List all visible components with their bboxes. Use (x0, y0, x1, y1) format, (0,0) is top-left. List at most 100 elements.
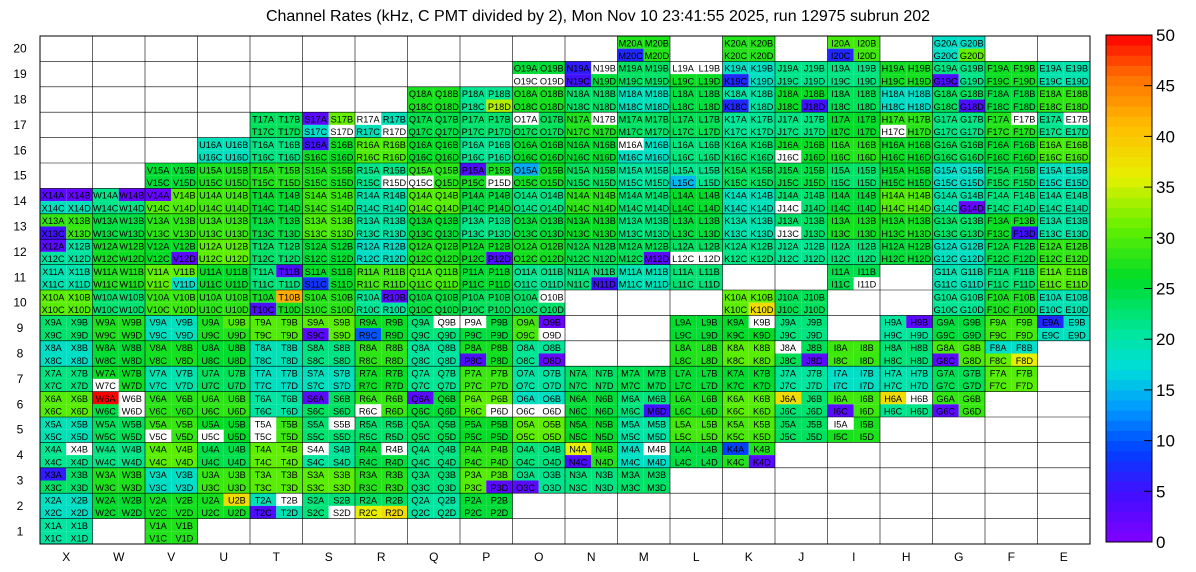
cell-label-N4B: N4B (595, 445, 613, 455)
cell-label-R15C: R15C (356, 178, 380, 188)
cell-X12D (66, 251, 93, 265)
cell-S3D (328, 480, 355, 494)
cell-T15C (250, 175, 277, 189)
cell-label-X7B: X7B (71, 369, 88, 379)
cell-U3D (223, 480, 250, 494)
cell-label-W14C: W14C (93, 203, 119, 213)
cell-W3A (92, 467, 119, 481)
cell-label-U10A: U10A (199, 292, 223, 302)
cell-label-R11C: R11C (357, 280, 380, 290)
cell-label-M13C: M13C (618, 229, 643, 239)
cell-W2A (92, 493, 119, 506)
cell-label-J13A: J13A (778, 216, 800, 226)
cell-label-V7C: V7C (149, 381, 167, 391)
color-scale-step (1106, 329, 1152, 340)
cell-label-V14A: V14A (147, 191, 170, 201)
cell-P4B (486, 442, 513, 456)
cell-label-G20B: G20B (960, 38, 984, 48)
cell-P4A (460, 442, 487, 456)
cell-Q2B (433, 493, 460, 506)
color-scale-tick-5: 5 (1156, 482, 1165, 501)
cell-label-K12D: K12D (750, 254, 773, 264)
cell-label-P15B: P15B (488, 165, 510, 175)
cell-label-L12C: L12C (672, 254, 694, 264)
x-tick-X: X (62, 550, 70, 564)
cell-label-R7A: R7A (359, 369, 378, 379)
cell-label-K18B: K18B (751, 89, 773, 99)
x-tick-H: H (902, 550, 911, 564)
cell-label-R11A: R11A (357, 267, 380, 277)
cell-label-V10A: V10A (147, 292, 170, 302)
cell-label-W10A: W10A (93, 292, 119, 302)
cell-label-R12C: R12C (356, 254, 380, 264)
cell-label-S2A: S2A (307, 496, 325, 506)
cell-label-P11A: P11A (462, 267, 485, 277)
cell-R6C (355, 404, 382, 417)
cell-X2C (40, 505, 67, 519)
cell-label-J18A: J18A (778, 89, 800, 99)
cell-W11C (92, 277, 119, 290)
cell-R14D (381, 201, 408, 214)
cell-label-T12A: T12A (252, 242, 275, 252)
cell-label-W4A: W4A (96, 445, 117, 455)
cell-T11D (276, 277, 303, 290)
color-scale-step (1106, 460, 1152, 472)
cell-label-T10D: T10D (278, 305, 301, 315)
cell-label-K10A: K10A (724, 292, 747, 302)
cell-label-T7A: T7A (255, 369, 273, 379)
cell-label-K18C: K18C (724, 102, 747, 112)
y-tick-1: 1 (17, 524, 24, 538)
cell-label-Q17A: Q17A (409, 115, 433, 125)
cell-T14C (250, 201, 277, 214)
cell-label-T9D: T9D (281, 330, 299, 340)
cell-label-H16D: H16D (908, 153, 932, 163)
cell-V3B (171, 467, 198, 481)
cell-label-W11D: W11D (119, 280, 144, 290)
cell-label-M17D: M17D (645, 127, 670, 137)
cell-R11C (355, 277, 382, 290)
cell-T9A (250, 315, 277, 329)
cell-T6B (276, 391, 303, 405)
cell-label-R6B: R6B (385, 394, 403, 404)
cell-Q6A (407, 391, 434, 405)
color-scale-tick-40: 40 (1156, 127, 1175, 146)
cell-U15C (197, 175, 224, 189)
cell-label-L12D: L12D (698, 254, 720, 264)
cell-label-E9C: E9C (1042, 330, 1060, 340)
cell-label-X4A: X4A (44, 445, 62, 455)
cell-W11A (92, 264, 119, 278)
cell-S5B (328, 417, 355, 430)
cell-V11D (171, 277, 198, 290)
cell-T10D (276, 302, 303, 316)
cell-label-V4B: V4B (176, 445, 193, 455)
cell-label-W8D: W8D (122, 356, 143, 366)
cell-label-F18A: F18A (987, 89, 1010, 99)
cell-label-R13C: R13C (356, 229, 380, 239)
cell-label-J8B: J8B (806, 343, 822, 353)
cell-label-U2C: U2C (201, 508, 220, 518)
cell-label-O16C: O16C (514, 153, 538, 163)
cell-label-T11B: T11B (279, 267, 300, 277)
cell-label-T17A: T17A (252, 115, 275, 125)
cell-label-N16C: N16C (566, 153, 590, 163)
cell-label-H6D: H6D (910, 407, 929, 417)
cell-label-N16D: N16D (593, 153, 617, 163)
cell-label-X14D: X14D (68, 203, 91, 213)
cell-S3C (302, 480, 329, 494)
cell-R4C (355, 455, 382, 468)
cell-S15D (328, 175, 355, 189)
color-scale-step (1106, 450, 1152, 462)
cell-label-I5C: I5C (833, 432, 848, 442)
x-tick-K: K (745, 550, 753, 564)
cell-R17C (355, 124, 382, 138)
cell-label-I18D: I18D (857, 102, 877, 112)
cell-label-H18D: H18D (908, 102, 932, 112)
cell-label-S15C: S15C (304, 178, 327, 188)
cell-P9C (460, 328, 487, 341)
cell-label-Q18D: Q18D (435, 102, 459, 112)
cell-label-S13B: S13B (331, 216, 353, 226)
cell-label-H14C: H14C (881, 203, 905, 213)
cell-label-Q12A: Q12A (409, 242, 433, 252)
cell-V4A (145, 442, 172, 456)
cell-label-P4C: P4C (464, 457, 482, 467)
